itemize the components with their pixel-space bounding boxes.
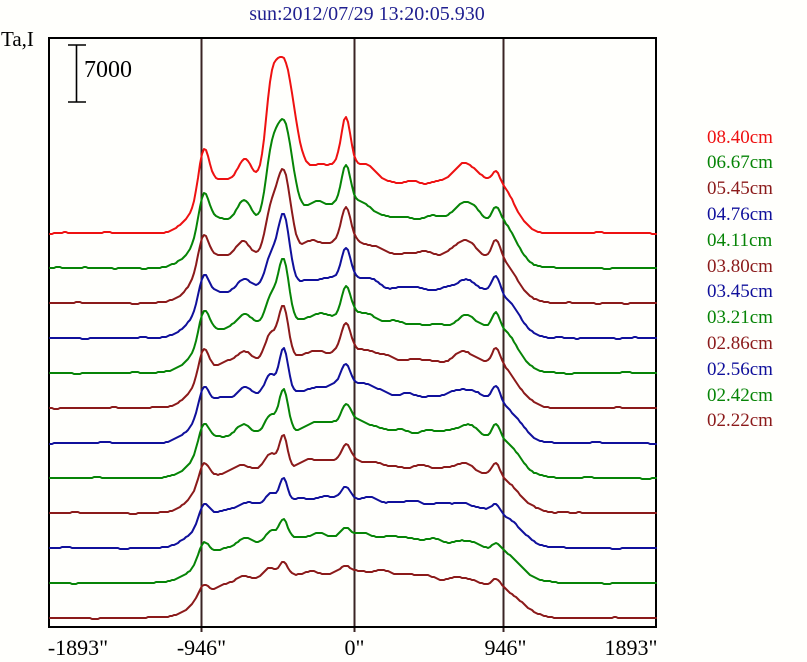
x-tick-label--1893: -1893" <box>47 635 109 660</box>
curve-08.40cm <box>49 56 657 235</box>
curve-03.80cm <box>49 305 657 410</box>
x-tick-label-0: 0" <box>344 635 365 660</box>
wavelength-label-02.42cm: 02.42cm <box>707 384 773 406</box>
curve-04.76cm <box>49 213 657 340</box>
wavelength-label-02.86cm: 02.86cm <box>707 332 773 354</box>
x-tick-label-1893: 1893" <box>604 635 658 660</box>
wavelength-label-03.80cm: 03.80cm <box>707 255 773 277</box>
wavelength-label-03.21cm: 03.21cm <box>707 307 773 329</box>
scale-bar <box>68 44 86 103</box>
y-axis-label: Ta,I <box>1 27 34 51</box>
curve-03.21cm <box>49 388 657 480</box>
wavelength-label-03.45cm: 03.45cm <box>707 281 773 303</box>
wavelength-label-02.22cm: 02.22cm <box>707 410 773 432</box>
x-tick-label--946: -946" <box>176 635 227 660</box>
wavelength-label-06.67cm: 06.67cm <box>707 152 773 174</box>
curve-02.22cm <box>49 561 657 620</box>
wavelength-label-02.56cm: 02.56cm <box>707 358 773 380</box>
curve-06.67cm <box>49 118 657 270</box>
curve-02.56cm <box>49 477 657 550</box>
curve-04.11cm <box>49 258 657 375</box>
curve-02.42cm <box>49 518 657 585</box>
scale-bar-value-label: 7000 <box>84 57 132 83</box>
wavelength-label-08.40cm: 08.40cm <box>707 126 773 148</box>
curve-02.86cm <box>49 434 657 515</box>
wavelength-label-04.11cm: 04.11cm <box>707 229 773 251</box>
wavelength-label-05.45cm: 05.45cm <box>707 178 773 200</box>
plot-title: sun:2012/07/29 13:20:05.930 <box>249 3 485 25</box>
x-tick-label-946: 946" <box>484 635 527 660</box>
plot-border <box>48 37 657 628</box>
curve-05.45cm <box>49 168 657 305</box>
curve-03.45cm <box>49 347 657 445</box>
wavelength-label-04.76cm: 04.76cm <box>707 203 773 225</box>
